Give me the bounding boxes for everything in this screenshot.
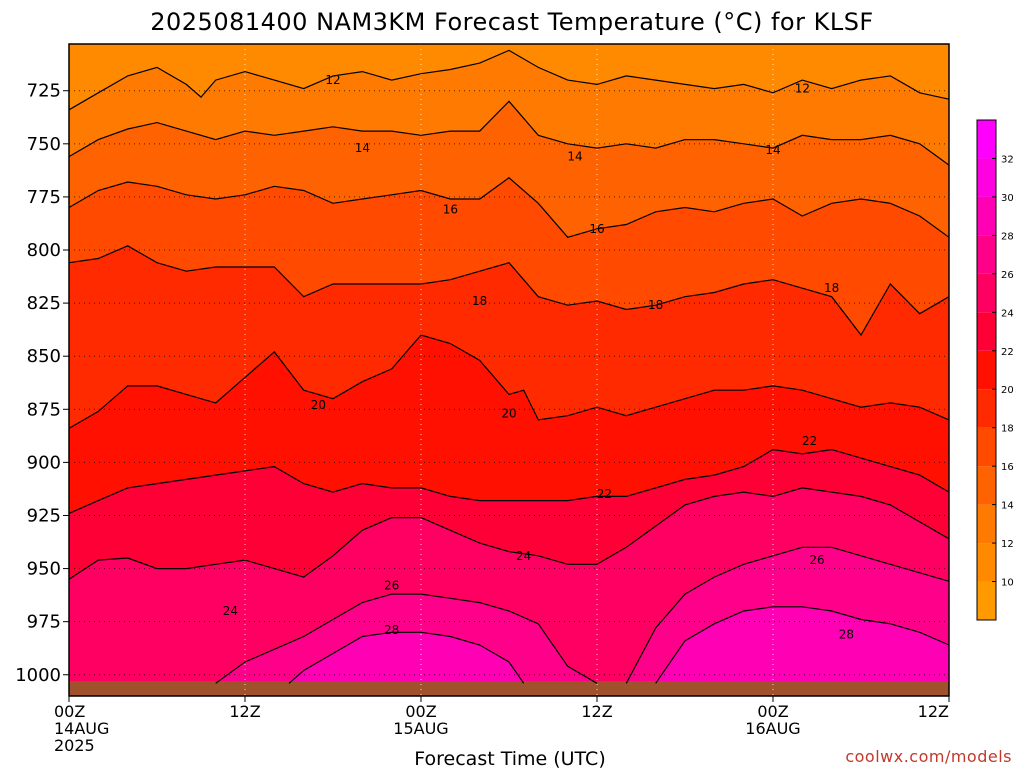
isotherm-label-14-1-0: 14 (355, 141, 370, 155)
y-tick-label-800: 800 (27, 240, 61, 261)
y-tick-label-950: 950 (27, 559, 61, 580)
colorbar-segment-0 (977, 581, 996, 620)
y-tick-label-1000: 1000 (15, 665, 61, 686)
y-tick-label-975: 975 (27, 612, 61, 633)
isotherm-line-24-6 (68, 487, 950, 580)
plot-area (69, 44, 949, 697)
plot-frame (68, 43, 950, 697)
colorbar-label-18: 18 (1001, 424, 1014, 435)
y-tick-label-725: 725 (27, 81, 61, 102)
x-tick-label-48-0: 00Z (757, 702, 788, 721)
colorbar-segment-2 (977, 504, 996, 544)
isotherm-label-22-5-1: 22 (802, 434, 817, 448)
isotherm-label-28-9-0: 28 (384, 623, 399, 637)
x-tick-label-0-2: 2025 (54, 736, 95, 755)
colorbar-segment-7 (977, 312, 996, 351)
colorbar-segment-3 (977, 466, 996, 505)
x-tick-label-0-0: 00Z (54, 702, 85, 721)
band-fill-28-9 (289, 632, 524, 696)
colorbar-label-32: 32 (1001, 154, 1014, 165)
colorbar-segment-9 (977, 235, 996, 274)
isotherm-label-24-6-0: 24 (516, 549, 531, 563)
colorbar-segment-12 (977, 120, 996, 159)
isotherm-line-14-1 (68, 100, 950, 166)
isotherm-label-16-2-1: 16 (589, 222, 604, 236)
colorbar-label-24: 24 (1001, 308, 1014, 319)
isotherm-line-16-2 (68, 177, 950, 238)
x-tick-label-0-1: 14AUG (54, 719, 109, 738)
axes: 725 750 775 800 825 850 875 900 925 950 975 1000 00Z… (15, 43, 950, 755)
isotherm-label-14-1-2: 14 (765, 143, 780, 157)
colorbar-segment-11 (977, 158, 996, 197)
isotherm-label-24-6-1: 24 (223, 604, 238, 618)
x-tick-label-48-1: 16AUG (745, 719, 800, 738)
colorbar-label-10: 10 (1001, 578, 1014, 589)
isotherm-line-20-4 (68, 334, 950, 429)
band-fill-28-10 (655, 606, 949, 696)
y-tick-label-875: 875 (27, 399, 61, 420)
colorbar-segment-6 (977, 350, 996, 390)
isotherm-label-12-0-0: 12 (325, 73, 340, 87)
y-tick-label-750: 750 (27, 134, 61, 155)
surface-terrain (69, 681, 949, 696)
colorbar: 10 12 14 16 18 20 22 24 26 28 30 32 (976, 119, 1014, 621)
x-tick-label-24-1: 15AUG (393, 719, 448, 738)
isotherm-line-28-10 (655, 606, 950, 684)
isotherm-label-26-7-0: 26 (384, 579, 399, 593)
isotherm-contours: 12 12 14 14 14 16 16 18 18 18 20 20 22 22 24 24 26 26 28 28 (68, 49, 950, 684)
isotherm-line-28-9 (288, 631, 525, 684)
isotherm-label-16-2-0: 16 (443, 203, 458, 217)
colorbar-label-28: 28 (1001, 231, 1014, 242)
isotherm-label-18-3-0: 18 (472, 294, 487, 308)
isotherm-label-14-1-1: 14 (567, 150, 582, 164)
colorbar-label-22: 22 (1001, 347, 1014, 358)
y-tick-label-850: 850 (27, 346, 61, 367)
isotherm-line-26-8 (625, 546, 950, 684)
y-tick-label-825: 825 (27, 293, 61, 314)
isotherm-label-18-3-2: 18 (824, 281, 839, 295)
y-tick-label-775: 775 (27, 187, 61, 208)
colorbar-label-14: 14 (1001, 501, 1014, 512)
x-tick-label-36-0: 12Z (581, 702, 612, 721)
colorbar-label-12: 12 (1001, 539, 1014, 550)
isotherm-line-26-7 (215, 593, 598, 684)
isotherm-label-18-3-1: 18 (648, 298, 663, 312)
colorbar-label-20: 20 (1001, 385, 1014, 396)
x-tick-label-60-0: 12Z (918, 702, 949, 721)
y-tick-label-900: 900 (27, 452, 61, 473)
isotherm-line-22-5 (68, 448, 950, 514)
isotherm-line-18-3 (68, 245, 950, 337)
chart-title: 2025081400 NAM3KM Forecast Temperature (… (150, 8, 873, 36)
colorbar-segment-1 (977, 543, 996, 582)
isotherm-label-22-5-0: 22 (597, 487, 612, 501)
isotherm-label-12-0-1: 12 (795, 82, 810, 96)
x-tick-label-12-0: 12Z (229, 702, 260, 721)
y-tick-label-925: 925 (27, 505, 61, 526)
isotherm-label-20-4-0: 20 (501, 407, 516, 421)
x-tick-label-24-0: 00Z (405, 702, 436, 721)
colorbar-label-26: 26 (1001, 270, 1014, 281)
colorbar-segment-8 (977, 273, 996, 313)
isotherm-label-26-8-0: 26 (809, 553, 824, 567)
colorbar-label-16: 16 (1001, 462, 1014, 473)
colorbar-segment-4 (977, 427, 996, 467)
isotherm-label-20-4-1: 20 (311, 398, 326, 412)
x-axis-label: Forecast Time (UTC) (414, 748, 605, 768)
colorbar-segment-5 (977, 389, 996, 428)
colorbar-label-30: 30 (1001, 193, 1014, 204)
isotherm-line-12-0 (68, 49, 950, 111)
isotherm-label-28-10-0: 28 (839, 627, 854, 641)
credit-link[interactable]: coolwx.com/models (845, 747, 1012, 766)
colorbar-segment-10 (977, 196, 996, 236)
colorbar-frame (976, 119, 997, 621)
